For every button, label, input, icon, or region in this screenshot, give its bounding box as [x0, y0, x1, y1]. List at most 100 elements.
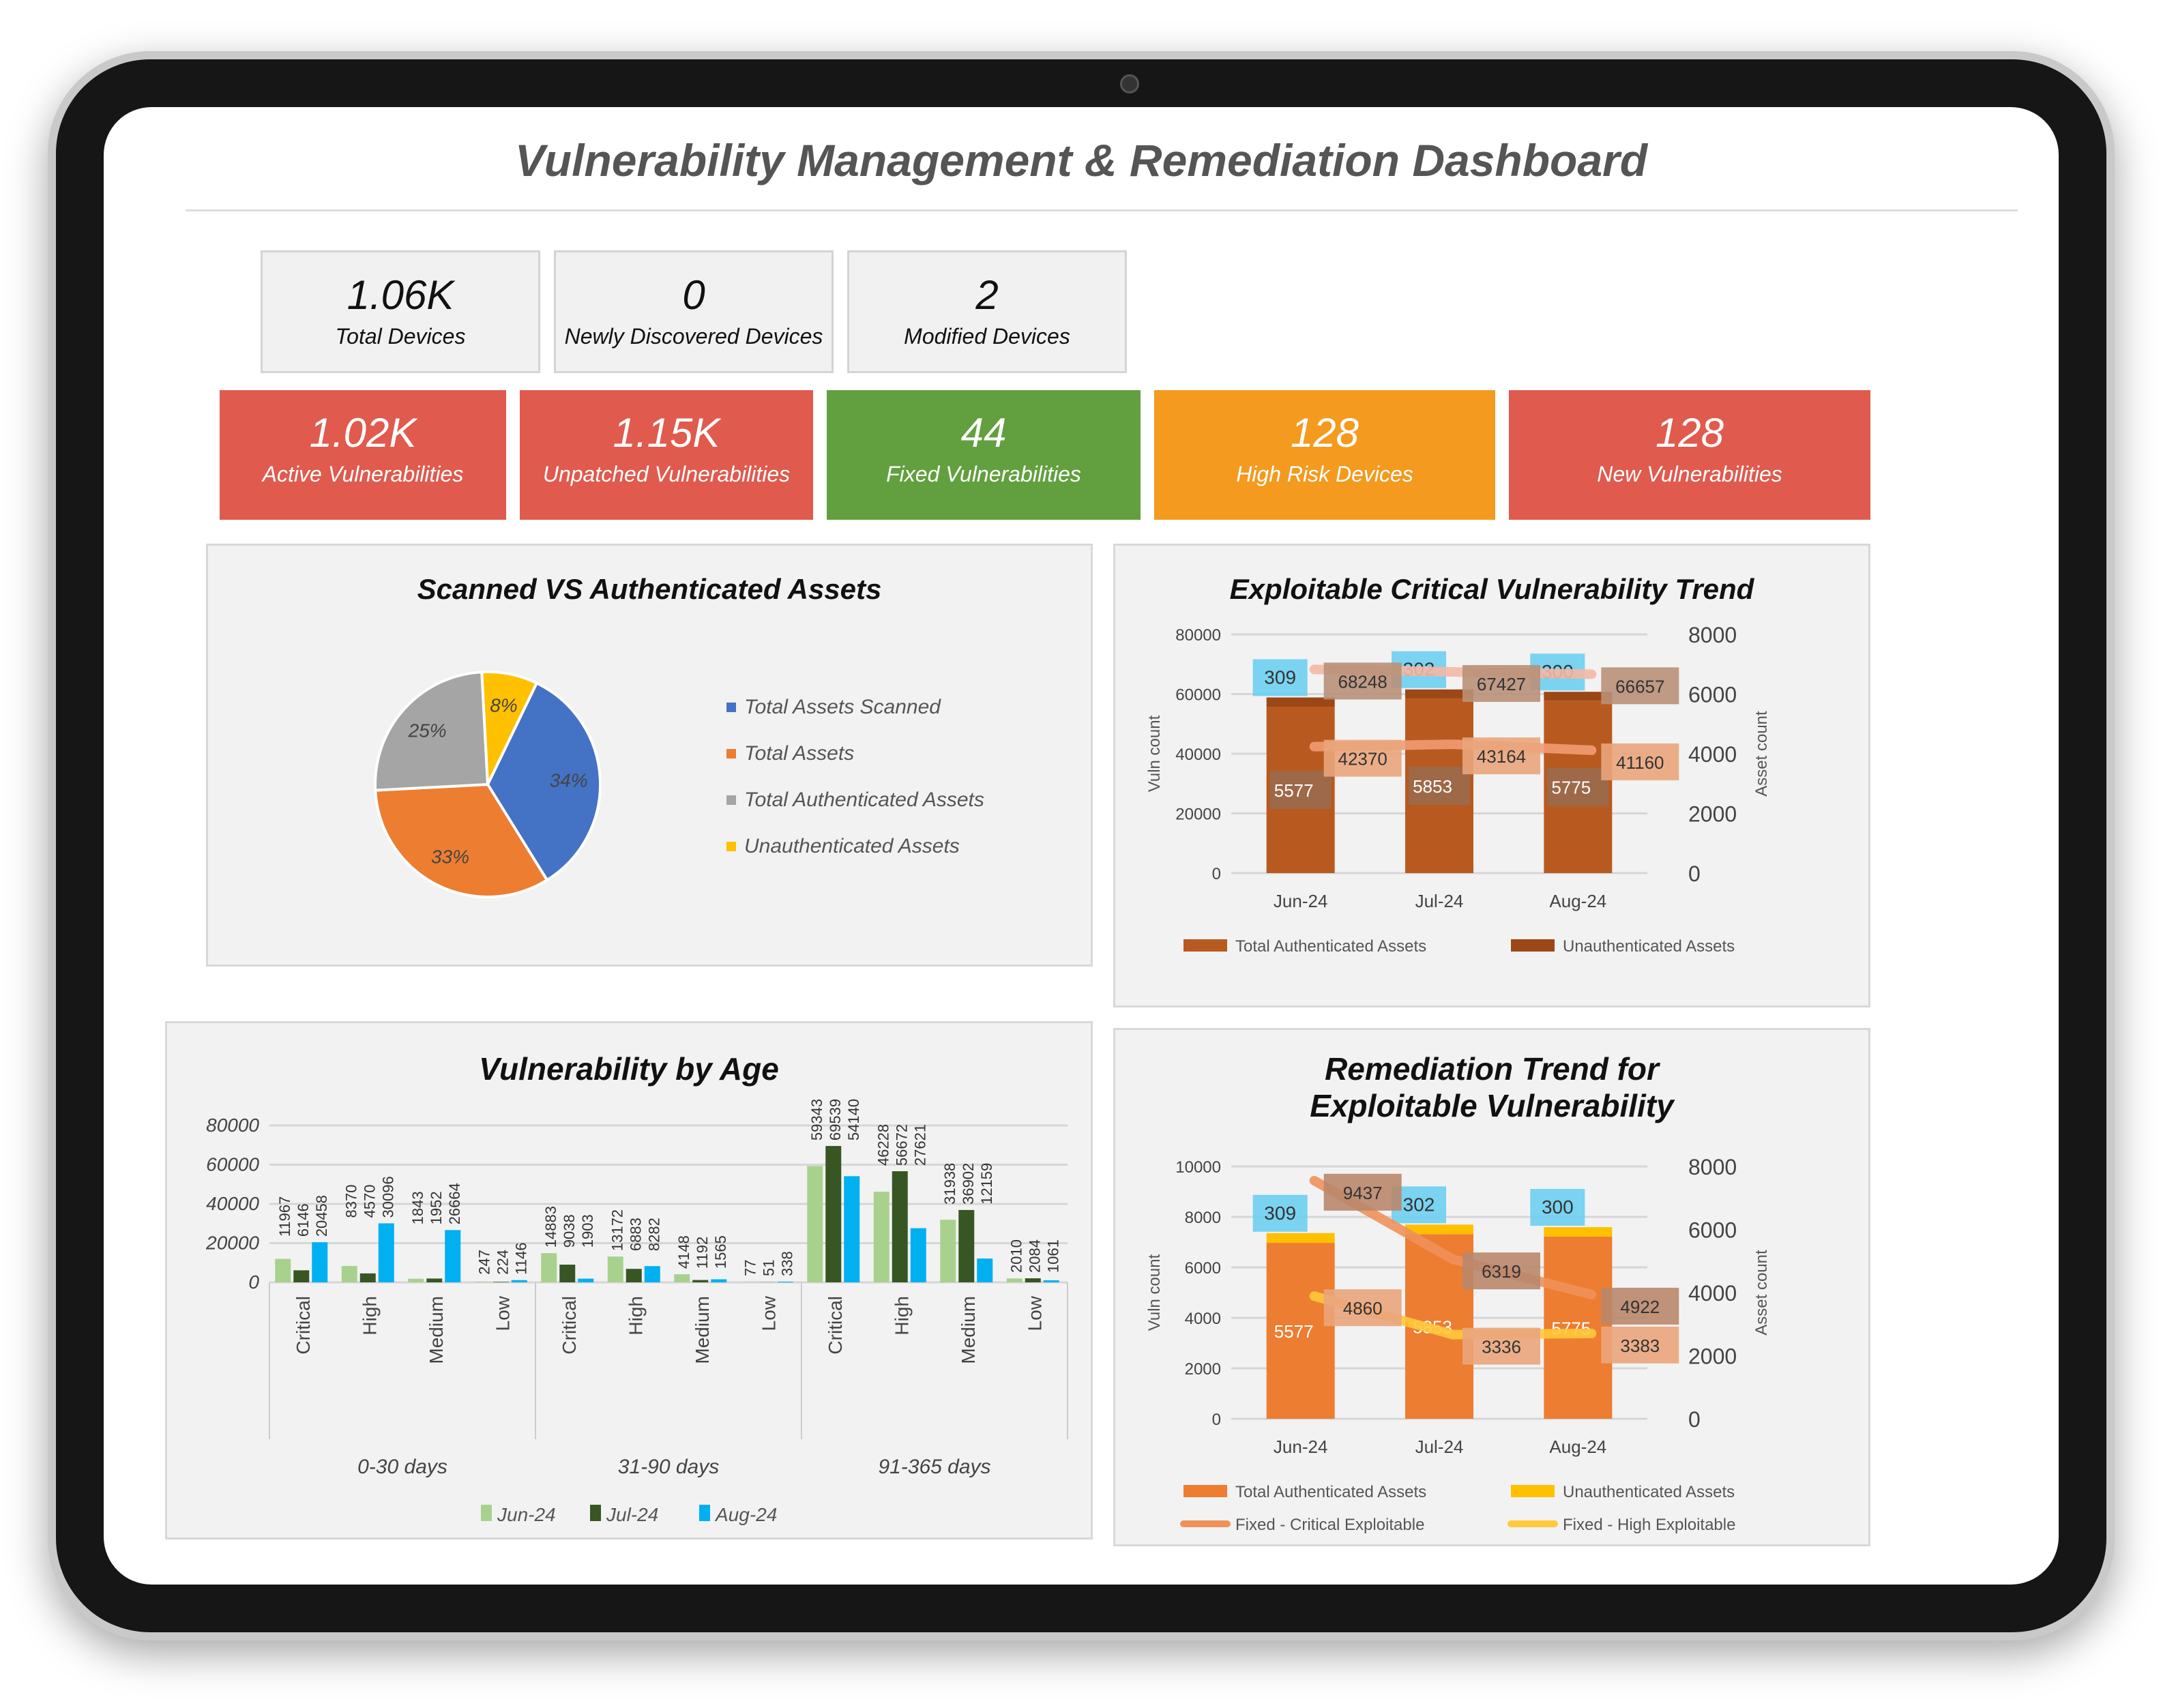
y-tick-label: 80000: [1175, 626, 1221, 645]
data-label: 224: [494, 1250, 511, 1275]
legend-swatch: [726, 703, 736, 712]
legend-swatch: [481, 1505, 492, 1521]
legend-label: Unauthenticated Assets: [744, 835, 960, 857]
category-label: Low: [758, 1295, 779, 1331]
bar: [1405, 689, 1473, 698]
bar: [1544, 692, 1613, 701]
category-label: Medium: [426, 1296, 447, 1364]
y-tick-label: 4000: [1185, 1310, 1221, 1328]
chart-title: Exploitable Critical Vulnerability Trend: [1229, 573, 1754, 605]
data-label: 1565: [712, 1235, 729, 1269]
category-label: Low: [1024, 1295, 1045, 1331]
pie-chart: 34% 33% 25% 8%: [374, 671, 602, 898]
x-tick-label: Aug-24: [1549, 891, 1606, 911]
legend-label: Fixed - High Exploitable: [1563, 1516, 1735, 1534]
pie-slice: [480, 671, 539, 785]
bar: [312, 1242, 328, 1282]
kpi-high-risk-devices[interactable]: 128 High Risk Devices: [1154, 390, 1495, 520]
kpi-total-devices[interactable]: 1.06K Total Devices: [261, 250, 540, 373]
camera-icon: [1120, 74, 1139, 93]
category-label: Critical: [293, 1296, 314, 1355]
category-label: Critical: [825, 1296, 846, 1355]
category-label: Medium: [692, 1296, 713, 1364]
data-label: 54140: [845, 1099, 862, 1140]
pie-slice-label: 8%: [490, 695, 517, 716]
kpi-value: 128: [1655, 410, 1724, 456]
pie-slice-label: 34%: [550, 770, 588, 791]
data-label: 6146: [295, 1203, 312, 1237]
pie-slice-label: 25%: [408, 720, 447, 741]
legend-swatch: [699, 1505, 710, 1521]
title-divider: [186, 209, 2018, 211]
kpi-value: 128: [1290, 410, 1359, 456]
data-label: 20458: [313, 1195, 330, 1237]
bar: [844, 1176, 860, 1282]
data-label: 30096: [379, 1176, 396, 1218]
bar: [711, 1279, 727, 1282]
data-label: 51: [760, 1260, 777, 1276]
y-axis-label: Vuln count: [1145, 1254, 1164, 1331]
chart-title: Scanned VS Authenticated Assets: [417, 573, 882, 605]
legend-swatch: [726, 795, 736, 805]
y-tick-label: 8000: [1185, 1209, 1221, 1227]
data-label-box: [1530, 1189, 1585, 1226]
y-tick-label: 60000: [1175, 686, 1221, 705]
bar: [1043, 1280, 1059, 1282]
dashboard-screen: Vulnerability Management & Remediation D…: [104, 107, 2059, 1585]
bar: [559, 1265, 576, 1282]
data-label: 43164: [1477, 746, 1526, 767]
data-label: 8282: [645, 1218, 662, 1251]
kpi-value: 44: [960, 410, 1007, 456]
y-tick-label: 20000: [1175, 806, 1221, 824]
data-label: 247: [475, 1250, 492, 1275]
category-label: High: [359, 1296, 380, 1336]
data-label: 56672: [893, 1124, 910, 1166]
legend-label: Total Authenticated Assets: [1235, 1483, 1426, 1501]
y-tick-label: 6000: [1185, 1259, 1221, 1278]
pie-legend: Total Assets Scanned Total Assets Total Au…: [726, 696, 984, 881]
kpi-newly-discovered-devices[interactable]: 0 Newly Discovered Devices: [554, 250, 834, 373]
data-label-box: [1547, 767, 1609, 806]
data-label-box: [1252, 1194, 1308, 1232]
legend-label: Total Assets Scanned: [744, 696, 941, 718]
legend-swatch: [726, 749, 736, 759]
data-label: 5577: [1274, 1321, 1314, 1342]
y2-tick-label: 2000: [1688, 802, 1737, 827]
kpi-modified-devices[interactable]: 2 Modified Devices: [847, 250, 1127, 373]
legend-swatch: [1511, 1485, 1555, 1497]
exploitable-trend-panel: Exploitable Critical Vulnerability Trend…: [1113, 544, 1870, 1007]
kpi-label: Fixed Vulnerabilities: [886, 462, 1081, 486]
data-label-box: [1323, 739, 1402, 777]
chart-title: Vulnerability by Age: [479, 1051, 779, 1087]
bar: [1544, 1236, 1613, 1419]
data-label: 300: [1542, 1196, 1574, 1218]
bar: [408, 1278, 424, 1282]
kpi-new-vulnerabilities[interactable]: 128 New Vulnerabilities: [1509, 390, 1870, 520]
kpi-active-vulnerabilities[interactable]: 1.02K Active Vulnerabilities: [220, 390, 506, 520]
data-label: 2084: [1026, 1239, 1043, 1273]
category-label: Critical: [559, 1296, 580, 1355]
data-label: 13172: [608, 1209, 626, 1251]
data-label: 46228: [874, 1124, 892, 1166]
data-label-box: [1601, 1287, 1679, 1325]
data-label: 9437: [1343, 1183, 1383, 1203]
data-label-box: [1323, 662, 1402, 700]
exploitable-trend-chart: 0 20000 40000 60000 80000 0 2000 4000 6000 8000 Vu…: [1145, 623, 1771, 956]
data-label-box: [1601, 1326, 1679, 1364]
kpi-unpatched-vulnerabilities[interactable]: 1.15K Unpatched Vulnerabilities: [520, 390, 813, 520]
legend-label: Jul-24: [606, 1504, 658, 1525]
y2-tick-label: 4000: [1688, 742, 1737, 767]
data-label: 31938: [941, 1163, 958, 1205]
y2-tick-label: 6000: [1688, 683, 1737, 707]
y-tick-label: 40000: [206, 1193, 259, 1214]
legend-label: Unauthenticated Assets: [1563, 1483, 1735, 1501]
y2-tick-label: 2000: [1688, 1344, 1737, 1369]
kpi-fixed-vulnerabilities[interactable]: 44 Fixed Vulnerabilities: [827, 390, 1141, 520]
data-label: 5853: [1413, 776, 1452, 797]
y2-tick-label: 8000: [1688, 1155, 1737, 1179]
bar: [1544, 1227, 1613, 1237]
bar: [1405, 1224, 1473, 1235]
y-tick-label: 40000: [1175, 746, 1221, 764]
data-label: 5577: [1274, 780, 1314, 801]
legend-swatch: [590, 1505, 601, 1521]
